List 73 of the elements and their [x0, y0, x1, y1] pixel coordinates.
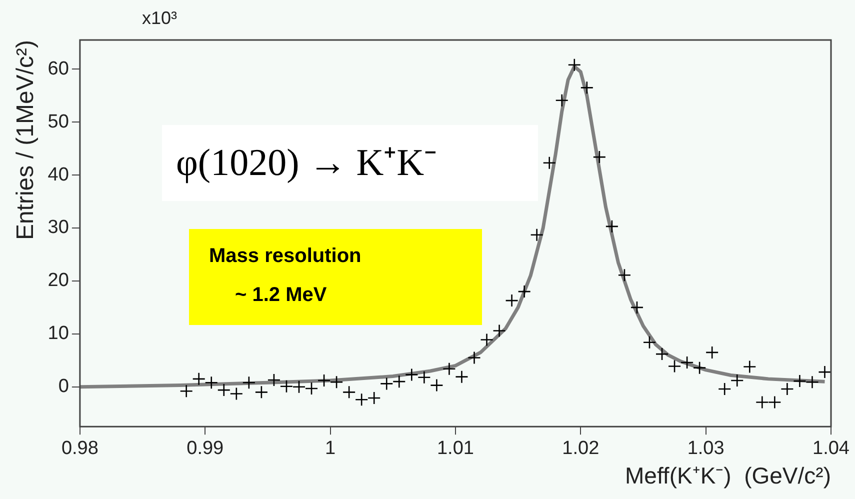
annotation: Mass resolution — [209, 245, 362, 268]
x-tick-label: 1.04 — [812, 438, 850, 460]
point — [793, 374, 806, 388]
y-tick-label: 20 — [48, 270, 69, 292]
point — [204, 376, 218, 390]
point — [292, 380, 306, 394]
point — [405, 368, 418, 382]
x-tick-label: 1.02 — [562, 438, 600, 460]
point — [618, 268, 632, 282]
point — [768, 396, 782, 409]
point — [542, 156, 556, 170]
point — [580, 81, 594, 94]
point — [304, 382, 318, 396]
annotation: ~ 1.2 MeV — [235, 284, 327, 307]
x-tick-label: 1.01 — [436, 438, 474, 460]
point — [430, 378, 444, 392]
point — [492, 324, 506, 338]
point — [518, 284, 531, 298]
x-tick-label: 0.98 — [61, 438, 98, 460]
point — [367, 391, 381, 405]
text: x10³ — [142, 8, 178, 29]
point — [655, 347, 669, 361]
point — [418, 370, 431, 384]
point — [254, 386, 268, 399]
point — [354, 392, 368, 406]
x-tick-label: 1 — [325, 438, 336, 460]
point — [780, 382, 794, 396]
y-tick-label: 50 — [48, 111, 69, 132]
point — [230, 387, 244, 400]
note-box: Mass resolution ~ 1.2 MeV — [189, 229, 482, 325]
y-tick-label: 40 — [48, 164, 69, 186]
point — [592, 150, 606, 164]
y-tick-label: 60 — [48, 58, 69, 80]
point — [730, 374, 744, 388]
point — [380, 377, 394, 390]
point — [680, 356, 694, 370]
point — [392, 374, 406, 388]
x-tick-label: 0.99 — [186, 438, 224, 460]
point — [317, 374, 331, 388]
point — [480, 333, 494, 346]
point — [180, 384, 193, 398]
point — [530, 228, 544, 242]
point — [280, 380, 294, 393]
point — [442, 362, 456, 376]
point — [455, 370, 468, 384]
point — [342, 386, 356, 399]
point — [217, 383, 231, 397]
y-axis-title: Entries / (1MeV/c²) — [12, 40, 40, 240]
point — [468, 351, 481, 364]
point — [818, 365, 831, 379]
annotation: φ(1020) → K⁺K⁻ — [162, 125, 538, 201]
point — [692, 361, 706, 374]
point — [742, 360, 756, 374]
point — [505, 294, 518, 308]
point — [705, 346, 719, 360]
y-tick-label: 10 — [48, 323, 69, 344]
point — [668, 360, 682, 373]
point — [330, 375, 344, 389]
y-tick-label: 30 — [48, 217, 69, 238]
point — [242, 376, 256, 390]
point — [756, 396, 769, 409]
x-axis-title: Meff(K⁺K⁻) (GeV/c²) — [625, 462, 831, 489]
point — [806, 375, 819, 389]
y-tick-label: 0 — [58, 376, 69, 398]
point — [267, 373, 281, 387]
point — [568, 58, 582, 72]
point — [630, 300, 644, 314]
point — [642, 336, 656, 350]
point — [192, 372, 206, 386]
point — [605, 220, 619, 234]
point — [718, 382, 732, 396]
x-tick-label: 1.03 — [687, 438, 724, 460]
point — [555, 94, 569, 108]
